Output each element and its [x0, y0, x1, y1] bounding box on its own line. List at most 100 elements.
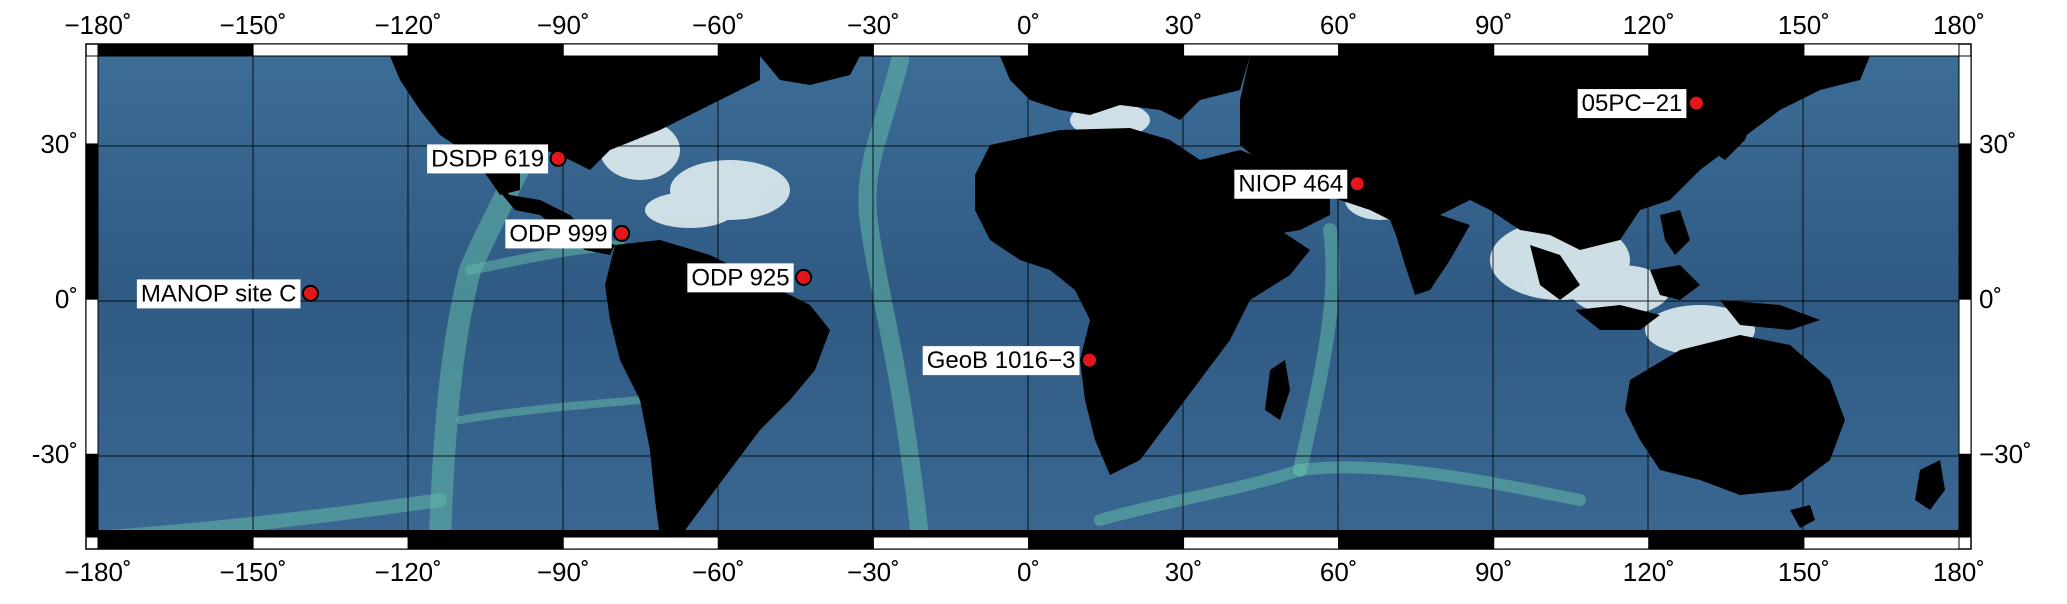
site-label-background: [687, 263, 794, 293]
frame-segment-bottom: [1183, 536, 1340, 550]
lat-tick-label-right: 30˚: [1979, 129, 2017, 159]
frame-segment-top: [1493, 43, 1650, 57]
frame-segment-top: [1648, 43, 1805, 57]
frame-segment-bottom: [1493, 536, 1650, 550]
lon-tick-label-top: 30˚: [1165, 10, 1203, 40]
lon-tick-label-top: −30˚: [847, 10, 900, 40]
frame-segment-left: [85, 143, 99, 300]
frame-segment-top: [1183, 43, 1340, 57]
map-features: [98, 56, 1959, 537]
frame-segment-top: [252, 43, 409, 57]
core-sites: DSDP 619 ODP 999 MANOP site C ODP 925 GeoB 1…: [136, 89, 1705, 376]
lon-tick-label-bottom: −90˚: [537, 557, 590, 587]
lon-tick-label-top: 180˚: [1933, 10, 1985, 40]
lon-tick-label-bottom: 150˚: [1778, 557, 1830, 587]
site-label: 05PC−21: [1582, 90, 1683, 117]
latitude-ticks-left: 30˚ 0˚ -30˚: [32, 129, 78, 469]
site-marker: [1687, 94, 1705, 112]
frame-segment-right: [1958, 453, 1972, 538]
longitude-ticks-top: −180˚ −150˚ −120˚ −90˚ −60˚ −30˚ 0˚ 30˚ 60˚ 90˚ 12…: [64, 10, 1985, 40]
frame-segment-top: [717, 43, 874, 57]
site-label-background: [1577, 89, 1687, 119]
frame-segment-right: [1958, 143, 1972, 300]
site: GeoB 1016−3: [922, 346, 1098, 376]
lon-tick-label-bottom: 90˚: [1475, 557, 1513, 587]
site-label: NIOP 464: [1238, 171, 1343, 198]
lat-tick-label-right: −30˚: [1979, 439, 2032, 469]
lon-tick-label-top: −120˚: [375, 10, 442, 40]
lon-tick-label-bottom: 120˚: [1623, 557, 1675, 587]
site-label: MANOP site C: [141, 280, 297, 307]
lon-tick-label-bottom: −60˚: [692, 557, 745, 587]
frame-segment-top: [872, 43, 1030, 57]
lon-tick-label-bottom: 180˚: [1933, 557, 1985, 587]
site-marker: [613, 224, 631, 242]
longitude-ticks-bottom: −180˚ −150˚ −120˚ −90˚ −60˚ −30˚ 0˚ 30˚ 60˚ 90˚ 12…: [64, 557, 1985, 587]
frame-segment-bottom: [1338, 536, 1495, 550]
lon-tick-label-top: 150˚: [1778, 10, 1830, 40]
lon-tick-label-top: 120˚: [1623, 10, 1675, 40]
site-label: DSDP 619: [431, 145, 544, 172]
site-marker: [1348, 175, 1366, 193]
lon-tick-label-top: 0˚: [1017, 10, 1040, 40]
lon-tick-label-bottom: 0˚: [1017, 557, 1040, 587]
frame-segment-top: [1803, 43, 1960, 57]
lon-tick-label-bottom: −180˚: [64, 557, 131, 587]
lat-tick-label-left: 0˚: [55, 284, 78, 314]
lat-tick-label-right: 0˚: [1979, 284, 2002, 314]
lon-tick-label-top: −60˚: [692, 10, 745, 40]
site: ODP 999: [505, 219, 631, 249]
frame-segment-bottom: [872, 536, 1030, 550]
frame-segment-bottom: [562, 536, 719, 550]
frame-segment-top: [1338, 43, 1495, 57]
lon-tick-label-bottom: 30˚: [1165, 557, 1203, 587]
site-marker: [549, 149, 567, 167]
site: MANOP site C: [136, 279, 319, 309]
frame-segment-left: [85, 55, 99, 145]
frame-segment-left: [85, 298, 99, 455]
site-label-background: [1234, 169, 1348, 199]
frame-segment-top: [97, 43, 254, 57]
frame-segment-bottom: [1028, 536, 1185, 550]
frame-segment-right: [1958, 55, 1972, 145]
lon-tick-label-bottom: −150˚: [219, 557, 286, 587]
site-label-background: [505, 219, 612, 249]
frame-segment-top: [562, 43, 719, 57]
site-marker: [795, 268, 813, 286]
lon-tick-label-top: 90˚: [1475, 10, 1513, 40]
land-masses: [98, 56, 1959, 537]
site-label: GeoB 1016−3: [927, 347, 1076, 374]
site: NIOP 464: [1234, 169, 1366, 199]
lon-tick-label-top: 60˚: [1320, 10, 1358, 40]
frame-segment-bottom: [407, 536, 564, 550]
lon-tick-label-top: −90˚: [537, 10, 590, 40]
lon-tick-label-bottom: 60˚: [1320, 557, 1358, 587]
latitude-ticks-right: 30˚ 0˚ −30˚: [1979, 129, 2032, 469]
frame-segment-bottom: [97, 536, 254, 550]
frame-segment-top: [1028, 43, 1185, 57]
site-label-background: [922, 346, 1080, 376]
map-frame: [85, 43, 1972, 550]
graticule: [98, 56, 1959, 537]
lat-tick-label-left: 30˚: [40, 129, 78, 159]
lon-tick-label-bottom: −30˚: [847, 557, 900, 587]
frame-segment-bottom: [717, 536, 874, 550]
frame-segment-left: [85, 453, 99, 538]
lon-tick-label-bottom: −120˚: [375, 557, 442, 587]
site-marker: [301, 284, 319, 302]
site-label-background: [136, 279, 301, 309]
frame-segment-right: [1958, 298, 1972, 455]
frame-segment-bottom: [1803, 536, 1960, 550]
site-label-background: [427, 144, 549, 174]
site: 05PC−21: [1577, 89, 1705, 119]
lon-tick-label-top: −180˚: [64, 10, 131, 40]
site: ODP 925: [687, 263, 813, 293]
frame-segment-bottom: [252, 536, 409, 550]
frame-segment-top: [407, 43, 564, 57]
site: DSDP 619: [427, 144, 567, 174]
site-label: ODP 925: [691, 264, 789, 291]
lat-tick-label-left: -30˚: [32, 439, 78, 469]
frame-segment-bottom: [1648, 536, 1805, 550]
site-label: ODP 999: [509, 220, 607, 247]
